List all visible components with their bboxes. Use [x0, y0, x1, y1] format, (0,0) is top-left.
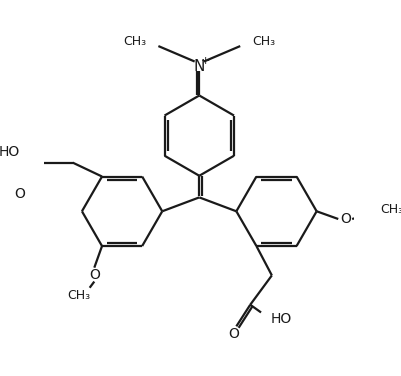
Text: O: O — [15, 186, 26, 200]
Text: +: + — [200, 56, 210, 66]
Text: O: O — [89, 268, 99, 282]
Text: O: O — [227, 327, 238, 341]
Text: CH₃: CH₃ — [379, 203, 401, 216]
Text: O: O — [339, 212, 350, 226]
Text: N: N — [193, 59, 205, 74]
Text: CH₃: CH₃ — [252, 35, 275, 48]
Text: CH₃: CH₃ — [67, 289, 90, 302]
Text: HO: HO — [0, 145, 20, 159]
Text: HO: HO — [269, 312, 291, 326]
Text: CH₃: CH₃ — [123, 35, 146, 48]
